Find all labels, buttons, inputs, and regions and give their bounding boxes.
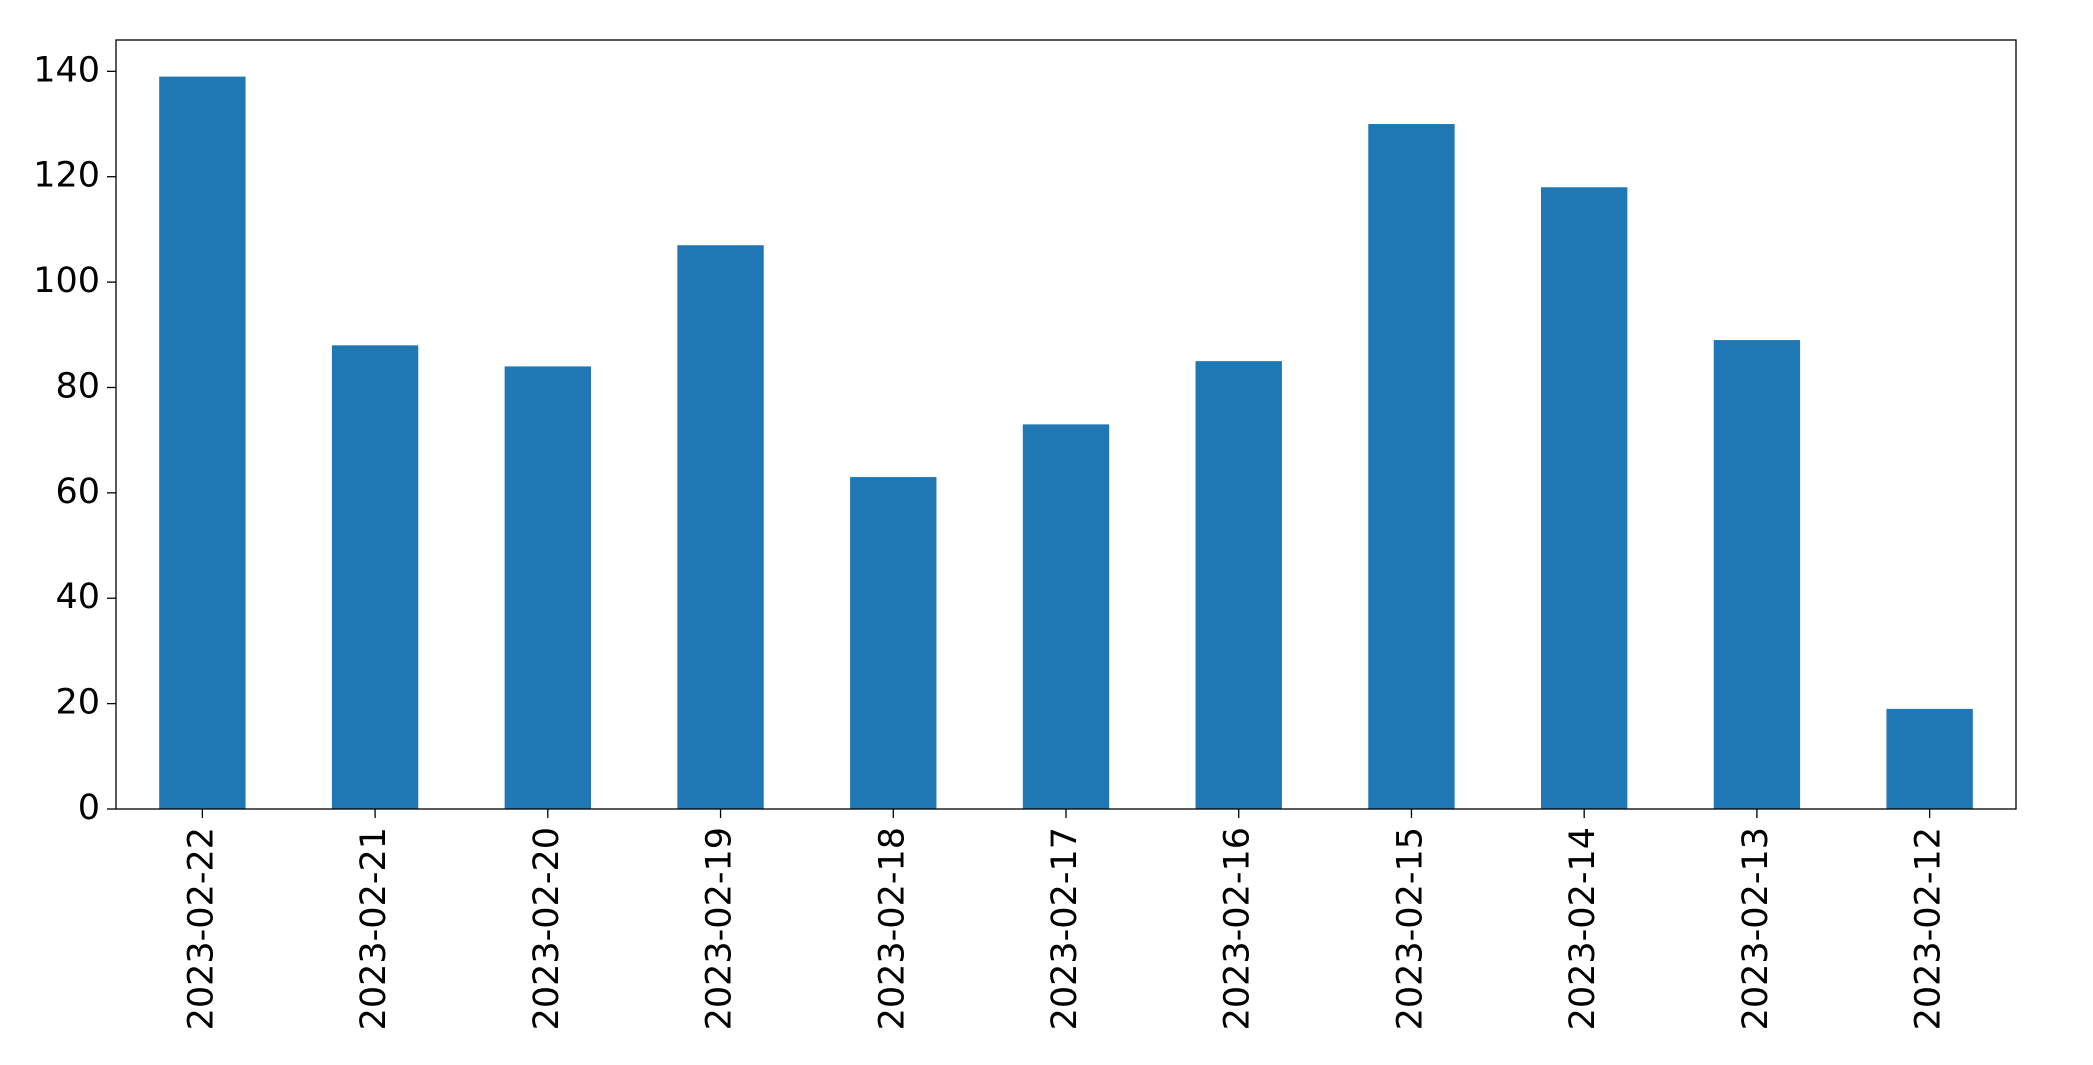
y-tick-label: 60 — [55, 472, 100, 512]
y-tick-label: 40 — [55, 577, 100, 617]
bar — [850, 477, 937, 809]
x-tick-label: 2023-02-14 — [1563, 827, 1603, 1030]
x-tick-label: 2023-02-22 — [181, 827, 221, 1030]
x-tick-label: 2023-02-21 — [354, 827, 394, 1030]
y-tick-label: 0 — [78, 788, 100, 828]
x-tick-label: 2023-02-13 — [1736, 827, 1776, 1030]
x-tick-label: 2023-02-18 — [872, 827, 912, 1030]
y-tick-label: 140 — [33, 50, 100, 90]
x-tick-label: 2023-02-12 — [1909, 827, 1949, 1030]
bar — [1541, 187, 1628, 809]
y-tick-label: 80 — [55, 366, 100, 406]
bar — [331, 345, 419, 809]
bar — [1195, 361, 1282, 809]
bar — [1368, 124, 1455, 809]
bar — [159, 76, 246, 810]
x-tick-label: 2023-02-17 — [1045, 827, 1085, 1030]
y-tick-label: 100 — [33, 261, 100, 301]
bar — [1022, 424, 1110, 809]
bar — [677, 245, 764, 809]
bar — [504, 366, 591, 809]
bar — [1886, 708, 1973, 809]
x-tick-label: 2023-02-15 — [1390, 827, 1430, 1030]
y-tick-label: 20 — [55, 683, 100, 723]
x-tick-label: 2023-02-19 — [700, 827, 740, 1030]
x-tick-label: 2023-02-20 — [527, 827, 567, 1030]
plot-frame — [115, 39, 2017, 810]
bar — [1713, 340, 1801, 809]
x-tick-label: 2023-02-16 — [1218, 827, 1258, 1030]
y-tick-label: 120 — [33, 156, 100, 196]
